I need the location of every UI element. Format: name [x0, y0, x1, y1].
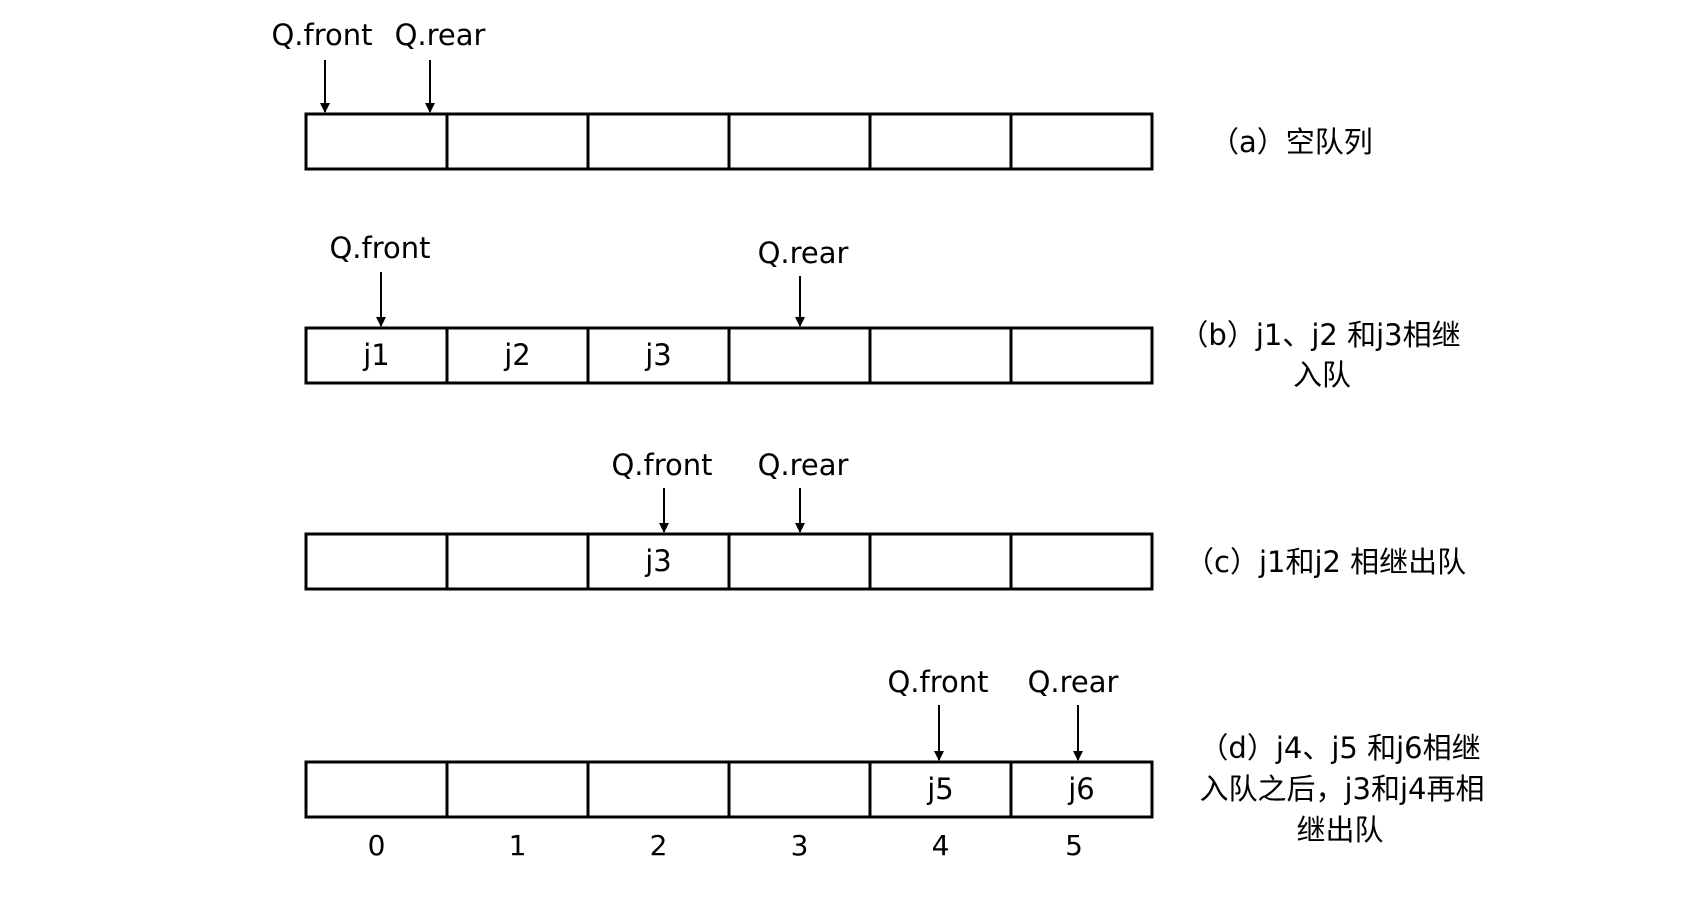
cell-text-d-5: j6 — [1067, 772, 1095, 806]
index-label-3: 3 — [791, 829, 809, 862]
queue-cell-d-0 — [304, 760, 449, 819]
rear-label-a: Q.rear — [395, 18, 486, 52]
queue-cell-c-3 — [727, 532, 872, 591]
queue-row-b: Q.front Q.rear j1 j2 j3 （b）j1、j2 和j3相继 入… — [304, 231, 1461, 392]
rear-label-b: Q.rear — [758, 236, 849, 270]
queue-cell-d-5 — [1009, 760, 1154, 819]
queue-row-d: Q.front Q.rear j5 j6 （d）j4、j5 和j6相继 入队之后… — [304, 665, 1485, 847]
queue-cell-a-4 — [868, 112, 1013, 171]
queue-cell-a-1 — [445, 112, 590, 171]
queue-cell-a-3 — [727, 112, 872, 171]
index-label-2: 2 — [650, 829, 668, 862]
cell-text-d-4: j5 — [926, 772, 954, 806]
queue-cell-c-1 — [445, 532, 590, 591]
queue-cell-c-5 — [1009, 532, 1154, 591]
cell-text-c-2: j3 — [644, 544, 672, 578]
queue-cell-b-3 — [727, 326, 872, 385]
queue-cell-c-4 — [868, 532, 1013, 591]
queue-cell-d-2 — [586, 760, 731, 819]
front-label-b: Q.front — [329, 231, 430, 265]
cell-text-b-0: j1 — [362, 338, 390, 372]
rear-label-d: Q.rear — [1028, 665, 1119, 699]
caption-c-line-1: （c）j1和j2 相继出队 — [1185, 545, 1466, 579]
caption-a-line-1: （a）空队列 — [1210, 125, 1373, 159]
front-label-a: Q.front — [271, 18, 372, 52]
index-label-0: 0 — [368, 829, 386, 862]
rear-label-c: Q.rear — [758, 448, 849, 482]
queue-cell-c-0 — [304, 532, 449, 591]
index-label-1: 1 — [509, 829, 527, 862]
caption-d-line-3: 继出队 — [1296, 813, 1383, 847]
queue-row-a: Q.front Q.rear （a）空队列 — [271, 18, 1373, 171]
queue-cell-d-3 — [727, 760, 872, 819]
front-label-c: Q.front — [611, 448, 712, 482]
index-label-5: 5 — [1065, 829, 1083, 862]
index-label-4: 4 — [932, 829, 950, 862]
queue-cell-d-1 — [445, 760, 590, 819]
index-row: 0 1 2 3 4 5 — [368, 829, 1083, 862]
cell-text-b-2: j3 — [644, 338, 672, 372]
queue-row-c: Q.front Q.rear j3 （c）j1和j2 相继出队 — [304, 448, 1466, 591]
caption-b-line-2: 入队 — [1293, 358, 1351, 392]
cell-text-b-1: j2 — [503, 338, 531, 372]
queue-cell-a-0 — [304, 112, 449, 171]
caption-b-line-1: （b）j1、j2 和j3相继 — [1179, 318, 1460, 352]
queue-cell-a-5 — [1009, 112, 1154, 171]
queue-cell-b-5 — [1009, 326, 1154, 385]
queue-cell-b-4 — [868, 326, 1013, 385]
queue-cell-a-2 — [586, 112, 731, 171]
front-label-d: Q.front — [887, 665, 988, 699]
caption-d-line-1: （d）j4、j5 和j6相继 — [1199, 731, 1480, 765]
caption-d-line-2: 入队之后，j3和j4再相 — [1199, 772, 1484, 806]
